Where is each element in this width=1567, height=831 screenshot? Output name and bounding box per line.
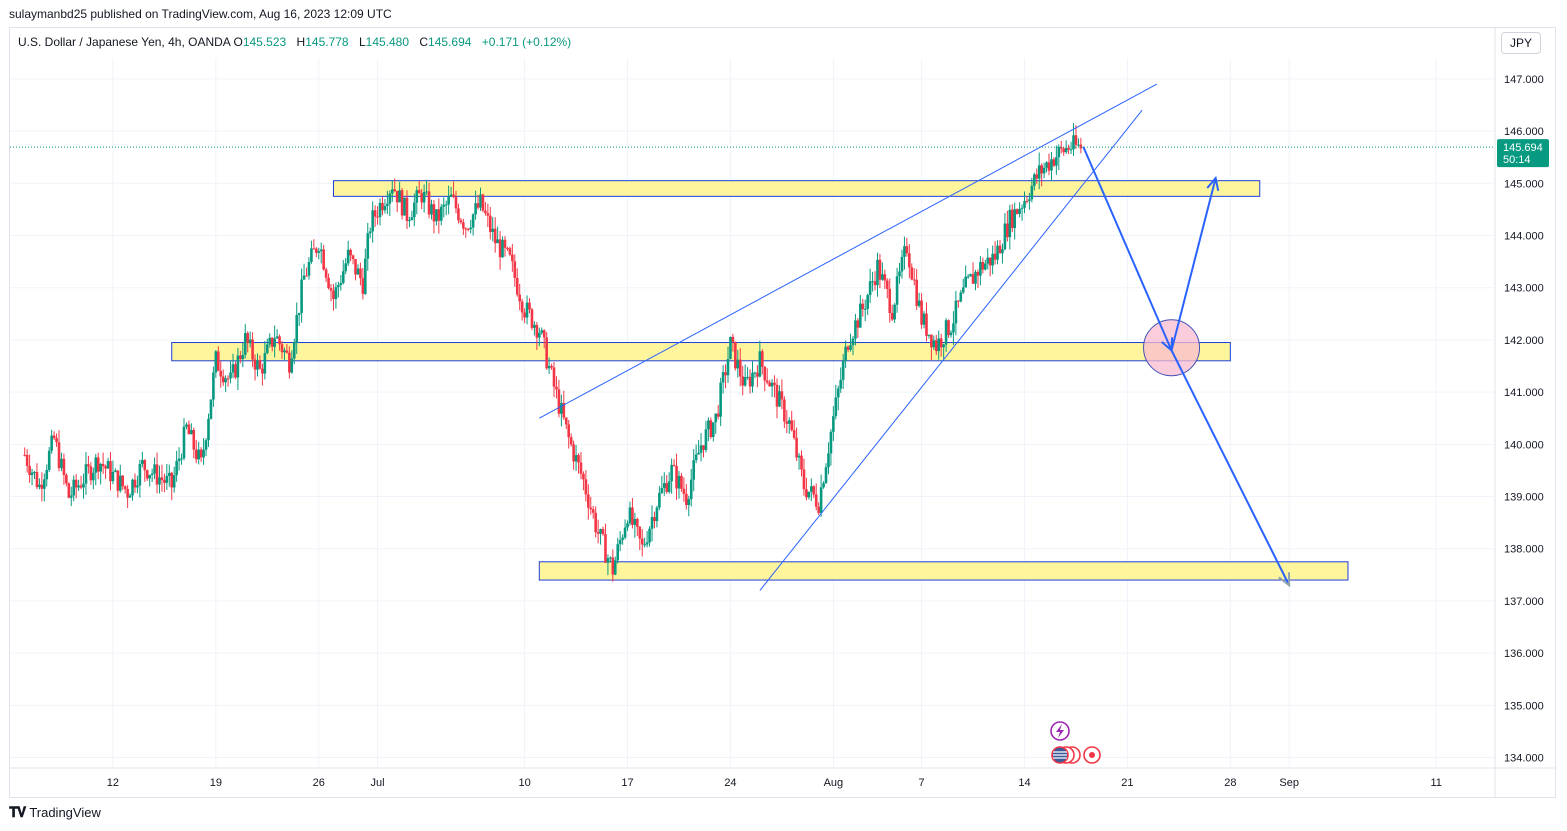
- footer: 𝐓𝐕 TradingView: [9, 804, 101, 821]
- currency-button[interactable]: JPY: [1501, 32, 1541, 54]
- symbol-legend: U.S. Dollar / Japanese Yen, 4h, OANDA O1…: [18, 35, 578, 49]
- low-value: 145.480: [365, 35, 410, 49]
- tradingview-logo-icon: 𝐓𝐕: [9, 804, 26, 820]
- open-value: 145.523: [242, 35, 287, 49]
- chart-frame: [9, 27, 1556, 798]
- low-label: L: [358, 35, 366, 49]
- change-value: +0.171 (+0.12%): [481, 35, 572, 49]
- close-value: 145.694: [428, 35, 472, 49]
- high-label: H: [296, 35, 306, 49]
- footer-brand[interactable]: TradingView: [29, 805, 101, 820]
- close-label: C: [419, 35, 429, 49]
- published-caption: sulaymanbd25 published on TradingView.co…: [9, 7, 392, 21]
- high-value: 145.778: [305, 35, 349, 49]
- open-label: O: [233, 35, 243, 49]
- symbol-name[interactable]: U.S. Dollar / Japanese Yen, 4h, OANDA: [18, 35, 231, 49]
